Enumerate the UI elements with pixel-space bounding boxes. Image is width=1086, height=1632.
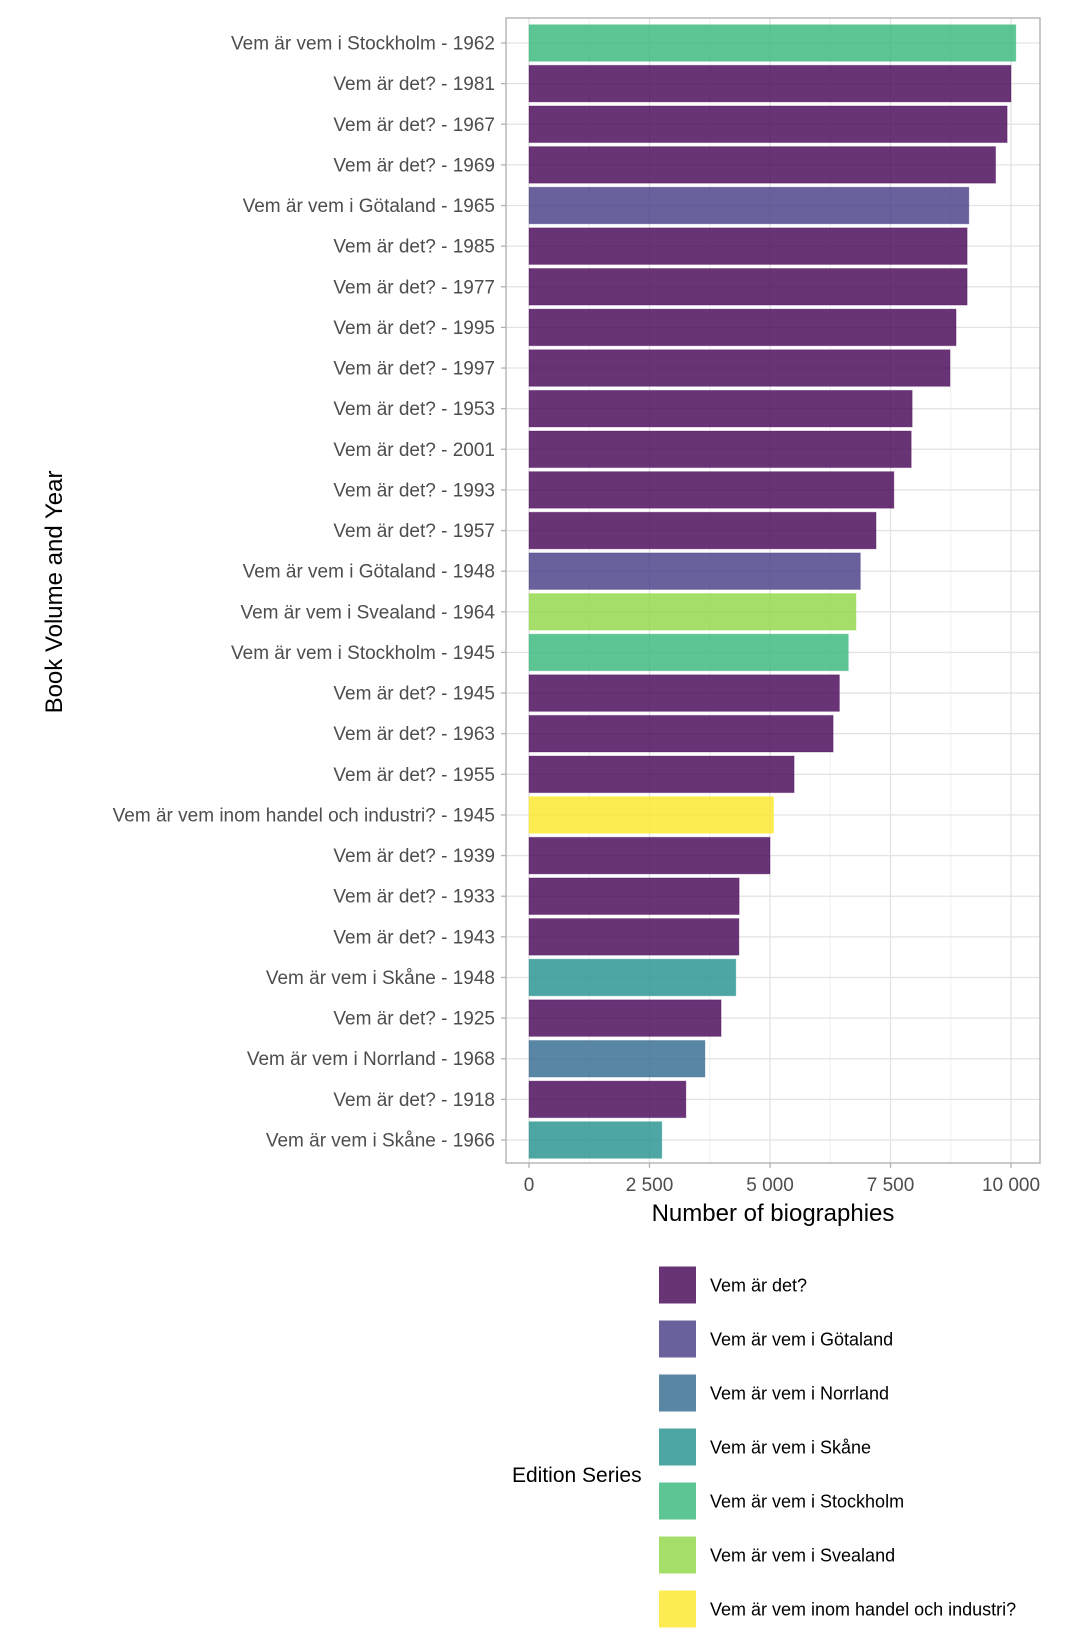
y-tick-label: Vem är det? - 1981 — [333, 74, 495, 95]
bar — [528, 105, 1008, 144]
bar — [528, 633, 849, 672]
legend: Edition Series Vem är det? Vem är vem i G… — [512, 1266, 1016, 1628]
y-tick-label: Vem är det? - 1977 — [333, 277, 495, 298]
legend-key — [659, 1536, 696, 1574]
bar — [528, 389, 913, 428]
y-tick-label: Vem är det? - 1985 — [333, 237, 495, 258]
x-axis-title: Number of biographies — [652, 1200, 895, 1227]
y-tick-label: Vem är det? - 1969 — [333, 155, 495, 176]
bar — [528, 999, 722, 1037]
bar — [528, 1080, 687, 1119]
legend-key — [659, 1374, 696, 1412]
y-tick-label: Vem är det? - 1953 — [333, 399, 495, 420]
y-tick-label: Vem är vem i Norrland - 1968 — [247, 1049, 495, 1070]
bar — [528, 1121, 663, 1159]
bar — [528, 511, 877, 550]
legend-label: Vem är det? — [710, 1276, 807, 1296]
y-tick-label: Vem är vem i Götaland - 1948 — [243, 562, 495, 583]
legend-key — [659, 1590, 696, 1628]
bar — [528, 958, 737, 997]
y-tick-label: Vem är vem i Skåne - 1948 — [266, 968, 495, 989]
bar — [528, 593, 857, 631]
y-tick-label: Vem är det? - 1995 — [333, 318, 495, 339]
bar — [528, 918, 740, 956]
bar — [528, 349, 951, 387]
y-tick-label: Vem är vem i Stockholm - 1945 — [231, 643, 495, 664]
y-tick-label: Vem är det? - 2001 — [333, 440, 495, 461]
y-tick-label: Vem är det? - 1957 — [333, 521, 495, 542]
bar — [528, 796, 775, 834]
y-tick-label: Vem är vem i Götaland - 1965 — [243, 196, 495, 217]
y-tick-label: Vem är det? - 1997 — [333, 359, 495, 380]
bar — [528, 836, 771, 875]
legend-label: Vem är vem i Stockholm — [710, 1492, 904, 1512]
x-tick-label: 0 — [524, 1175, 535, 1196]
x-tick-label: 5 000 — [746, 1175, 794, 1196]
legend-label: Vem är vem i Norrland — [710, 1384, 889, 1404]
bars — [528, 24, 1017, 1159]
bar — [528, 714, 834, 753]
bar — [528, 1039, 706, 1078]
bar — [528, 227, 968, 265]
legend-key — [659, 1266, 696, 1304]
x-tick-label: 7 500 — [867, 1175, 915, 1196]
legend-title: Edition Series — [512, 1464, 642, 1487]
y-axis-title: Book Volume and Year — [41, 471, 68, 714]
y-tick-label: Vem är det? - 1918 — [333, 1090, 495, 1111]
panel-border — [505, 17, 1041, 1164]
y-tick-label: Vem är vem inom handel och industri? - 1… — [113, 805, 495, 826]
legend-key — [659, 1428, 696, 1466]
y-tick-label: Vem är det? - 1933 — [333, 887, 495, 908]
y-tick-label: Vem är det? - 1963 — [333, 724, 495, 745]
legend-key — [659, 1320, 696, 1358]
bar — [528, 552, 861, 590]
legend-label: Vem är vem i Götaland — [710, 1330, 893, 1350]
bar — [528, 64, 1012, 103]
legend-key — [659, 1482, 696, 1520]
y-tick-label: Vem är det? - 1943 — [333, 927, 495, 948]
y-tick-label: Vem är det? - 1955 — [333, 765, 495, 786]
y-tick-label: Vem är det? - 1967 — [333, 115, 495, 136]
legend-label: Vem är vem i Svealand — [710, 1546, 895, 1566]
bar — [528, 186, 970, 225]
bar — [528, 877, 740, 916]
y-tick-label: Vem är vem i Stockholm - 1962 — [231, 34, 495, 55]
x-tick-labels: 0 2 500 5 000 7 500 10 000 — [524, 1163, 1040, 1196]
y-tick-label: Vem är det? - 1939 — [333, 846, 495, 867]
bar — [528, 267, 968, 306]
y-tick-label: Vem är vem i Svealand - 1964 — [240, 602, 495, 623]
bar — [528, 146, 997, 184]
legend-label: Vem är vem i Skåne — [710, 1438, 871, 1458]
x-tick-label: 10 000 — [982, 1175, 1040, 1196]
bar — [528, 755, 795, 794]
bar — [528, 430, 912, 469]
y-tick-label: Vem är vem i Skåne - 1966 — [266, 1131, 495, 1152]
x-tick-label: 2 500 — [626, 1175, 674, 1196]
bar — [528, 308, 957, 347]
legend-label: Vem är vem inom handel och industri? — [710, 1600, 1016, 1620]
bar — [528, 24, 1017, 62]
bar — [528, 674, 840, 712]
y-tick-labels: Vem är vem i Stockholm - 1962 Vem är det?… — [113, 34, 506, 1152]
bar — [528, 471, 895, 509]
y-tick-label: Vem är det? - 1993 — [333, 480, 495, 501]
y-tick-label: Vem är det? - 1945 — [333, 684, 495, 705]
y-tick-label: Vem är det? - 1925 — [333, 1009, 495, 1030]
